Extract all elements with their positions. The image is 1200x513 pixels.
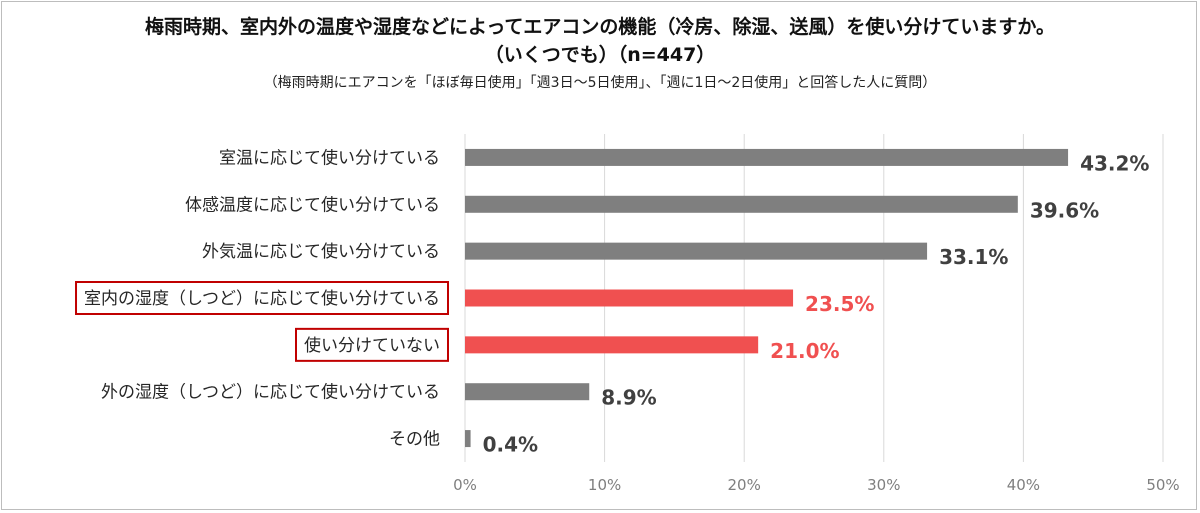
x-tick-label: 0% (453, 476, 477, 494)
chart-title: 梅雨時期、室内外の温度や湿度などによってエアコンの機能（冷房、除湿、送風）を使い… (144, 16, 1056, 38)
x-tick-label: 10% (588, 476, 621, 494)
highlight-box (75, 281, 449, 315)
chart-title-line2: （いくつでも）（n=447） (484, 44, 716, 66)
data-label: 21.0% (770, 339, 839, 363)
x-tick-label: 20% (728, 476, 761, 494)
category-label: 室温に応じて使い分けている (219, 147, 440, 168)
bar (465, 430, 471, 448)
bar (465, 289, 794, 307)
category-label: 外の湿度（しつど）に応じて使い分けている (101, 382, 440, 403)
bar (465, 148, 1069, 166)
x-tick-label: 30% (867, 476, 900, 494)
data-label: 8.9% (601, 386, 656, 410)
category-label: 使い分けていない (304, 335, 440, 356)
data-label: 0.4% (483, 433, 538, 457)
chart-subtitle: （梅雨時期にエアコンを「ほぼ毎日使用」「週3日～5日使用」、「週に1日～2日使用… (263, 75, 937, 91)
x-tick-label: 40% (1007, 476, 1040, 494)
bar (465, 383, 590, 401)
category-label: 室内の湿度（しつど）に応じて使い分けている (84, 288, 440, 309)
category-label: その他 (389, 430, 440, 450)
bar (465, 195, 1018, 213)
category-label: 外気温に応じて使い分けている (202, 241, 440, 262)
data-label: 23.5% (805, 292, 874, 316)
data-label: 39.6% (1030, 198, 1099, 222)
bar (465, 242, 928, 260)
data-label: 33.1% (939, 245, 1008, 269)
x-tick-label: 50% (1146, 476, 1179, 494)
category-label: 体感温度に応じて使い分けている (185, 194, 440, 215)
bar (465, 336, 759, 354)
highlight-box (295, 327, 449, 362)
data-label: 43.2% (1080, 151, 1149, 175)
